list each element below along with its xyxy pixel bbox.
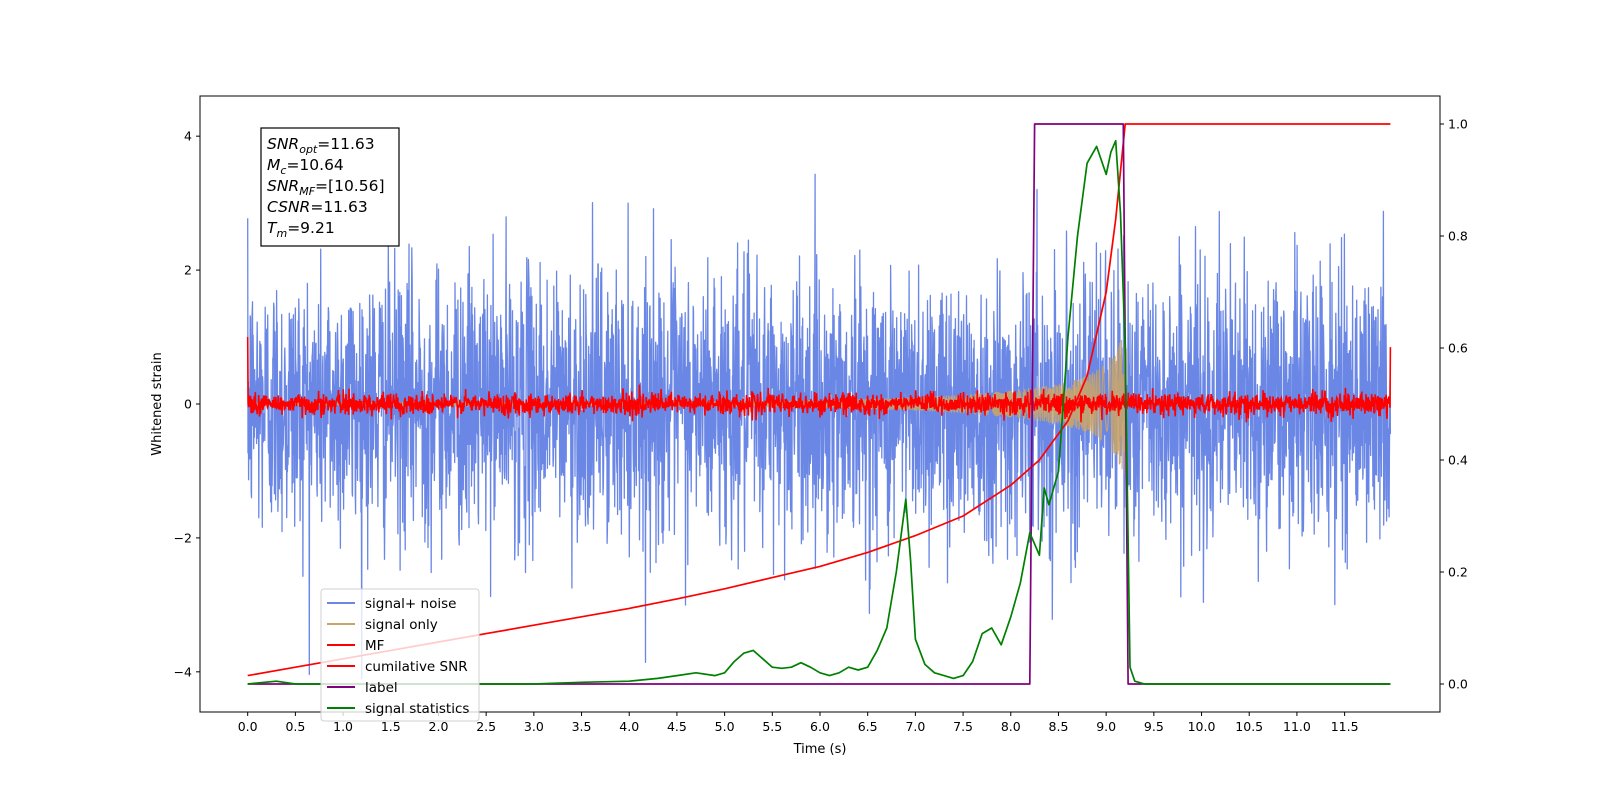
x-tick-label: 4.5	[667, 719, 687, 734]
x-tick-label: 7.0	[905, 719, 925, 734]
x-tick-label: 3.0	[524, 719, 544, 734]
y-tick-label-left: −4	[174, 664, 192, 679]
series-signal-statistics	[247, 139, 1391, 685]
x-tick-label: 4.0	[619, 719, 639, 734]
y-tick-label-right: 0.0	[1448, 677, 1468, 692]
x-tick-label: 1.5	[381, 719, 401, 734]
x-tick-label: 10.5	[1235, 719, 1263, 734]
y-tick-label-left: −2	[174, 530, 192, 545]
info-box-frame	[260, 127, 400, 247]
x-tick-label: 11.5	[1331, 719, 1359, 734]
info-box: SNRopt=11.63Mc=10.64SNRMF=[10.56]CSNR=11…	[260, 127, 400, 247]
legend-frame	[320, 588, 480, 722]
x-tick-label: 2.5	[476, 719, 496, 734]
legend-label: MF	[365, 638, 384, 654]
y-axis-title: Whitened strain	[150, 352, 165, 455]
x-tick-label: 0.5	[285, 719, 305, 734]
x-tick-label: 6.5	[858, 719, 878, 734]
info-line: SNRMF=[10.56]	[267, 177, 385, 198]
axes-layer: 0.0 0.5 1.0 1.5 2.0 2.5 3.0 3.5 4.0 4.5 5.0 5.5 6.0 6…	[150, 117, 1468, 758]
x-tick-label: 2.0	[429, 719, 449, 734]
series-signal-noise	[247, 173, 1392, 680]
x-tick-label: 0.0	[238, 719, 258, 734]
info-line: SNRopt=11.63	[267, 135, 375, 156]
legend-label: signal statistics	[365, 701, 469, 717]
x-tick-label: 8.0	[1001, 719, 1021, 734]
series-mf	[246, 336, 1392, 423]
y-tick-label-right: 0.6	[1448, 341, 1468, 356]
x-tick-label: 9.5	[1144, 719, 1164, 734]
x-tick-label: 9.0	[1096, 719, 1116, 734]
y-tick-label-right: 0.8	[1448, 229, 1468, 244]
info-line: Tm=9.21	[267, 219, 335, 240]
legend-label: cumilative SNR	[365, 659, 468, 675]
y-tick-label-right: 1.0	[1448, 117, 1468, 132]
y-tick-label-left: 2	[184, 263, 192, 278]
x-tick-label: 7.5	[953, 719, 973, 734]
x-tick-label: 3.5	[572, 719, 592, 734]
x-tick-label: 11.0	[1283, 719, 1311, 734]
x-axis-title: Time (s)	[793, 742, 847, 757]
legend: signal+ noise signal only MF cumilative SNR…	[320, 588, 480, 722]
x-tick-label: 1.0	[333, 719, 353, 734]
x-tick-label: 5.0	[715, 719, 735, 734]
x-tick-label: 5.5	[762, 719, 782, 734]
y-tick-label-right: 0.4	[1448, 453, 1468, 468]
y-tick-label-left: 0	[184, 397, 192, 412]
y-tick-label-right: 0.2	[1448, 565, 1468, 580]
x-tick-label: 8.5	[1049, 719, 1069, 734]
legend-label: label	[365, 680, 398, 696]
x-tick-label: 10.0	[1188, 719, 1216, 734]
y-tick-label-left: 4	[184, 129, 192, 144]
info-line: CSNR=11.63	[267, 198, 368, 216]
info-line: Mc=10.64	[267, 156, 344, 177]
legend-label: signal+ noise	[365, 596, 456, 612]
x-tick-label: 6.0	[810, 719, 830, 734]
legend-label: signal only	[365, 617, 438, 633]
